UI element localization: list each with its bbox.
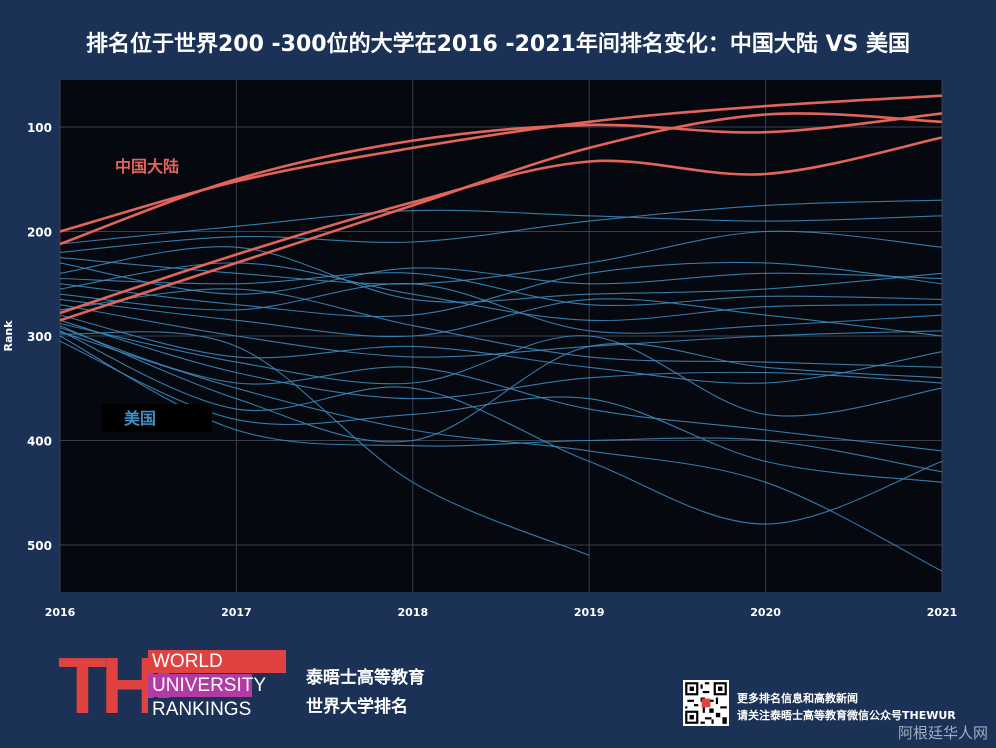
y-tick-label: 300 <box>27 330 52 344</box>
chart-title: 排名位于世界200 -300位的大学在2016 -2021年间排名变化：中国大陆… <box>85 32 911 57</box>
series-line-usa <box>59 246 943 303</box>
series-line-usa <box>59 325 943 443</box>
x-tick-label: 2019 <box>574 606 605 619</box>
series-line-usa <box>59 209 943 245</box>
series-line-usa <box>59 304 943 358</box>
series-line-usa <box>59 340 943 483</box>
annotation-usa: 美国 <box>124 409 156 428</box>
series-line-usa <box>59 262 943 322</box>
series-line-china <box>59 112 943 322</box>
qr-code-icon[interactable] <box>683 680 729 726</box>
annotation-china: 中国大陆 <box>115 157 179 176</box>
series-line-usa <box>59 314 943 384</box>
series-line-usa <box>59 261 943 318</box>
the-logo-badge: WORLD UNIVERSITY RANKINGS <box>148 650 286 722</box>
y-tick-label: 400 <box>27 434 52 448</box>
series-line-usa <box>59 298 943 338</box>
y-tick-label: 500 <box>27 539 52 553</box>
series-line-usa <box>59 230 943 285</box>
logo-line-world: WORLD <box>148 650 286 673</box>
the-logo: THE WORLD UNIVERSITY RANKINGS <box>58 646 298 726</box>
x-tick-label: 2020 <box>750 606 781 619</box>
series-line-usa <box>59 262 943 295</box>
x-tick-label: 2017 <box>221 606 252 619</box>
qr-note-line-2: 请关注泰晤士高等教育微信公众号THEWUR <box>737 709 956 722</box>
x-tick-label: 2016 <box>45 606 76 619</box>
x-tick-label: 2021 <box>927 606 958 619</box>
annotation-bg <box>102 404 212 432</box>
series-line-usa <box>59 330 943 525</box>
qr-note: 更多排名信息和高教新闻 请关注泰晤士高等教育微信公众号THEWUR <box>737 690 956 724</box>
series-line-usa <box>59 322 943 417</box>
watermark: 阿根廷华人网 <box>897 724 988 742</box>
series-line-usa <box>59 327 943 452</box>
y-axis-label: Rank <box>2 320 15 352</box>
logo-line-university: UNIVERSITY <box>148 674 266 697</box>
series-line-usa <box>59 288 943 368</box>
brand-text: 泰晤士高等教育 世界大学排名 <box>306 664 425 722</box>
series-line-usa <box>59 331 943 572</box>
series-line-china <box>59 136 943 315</box>
brand-line-2: 世界大学排名 <box>306 697 408 717</box>
series-line-usa <box>59 272 943 307</box>
series-line-usa <box>59 319 943 400</box>
qr-note-line-1: 更多排名信息和高教新闻 <box>737 692 858 705</box>
x-tick-label: 2018 <box>397 606 428 619</box>
y-tick-label: 100 <box>27 121 52 135</box>
brand-line-1: 泰晤士高等教育 <box>306 668 425 688</box>
series-line-china <box>59 112 943 246</box>
series-line-usa <box>59 199 943 253</box>
series-line-usa <box>59 282 943 334</box>
y-tick-label: 200 <box>27 226 52 240</box>
series-line-usa <box>59 331 590 556</box>
logo-line-rankings: RANKINGS <box>148 698 286 721</box>
